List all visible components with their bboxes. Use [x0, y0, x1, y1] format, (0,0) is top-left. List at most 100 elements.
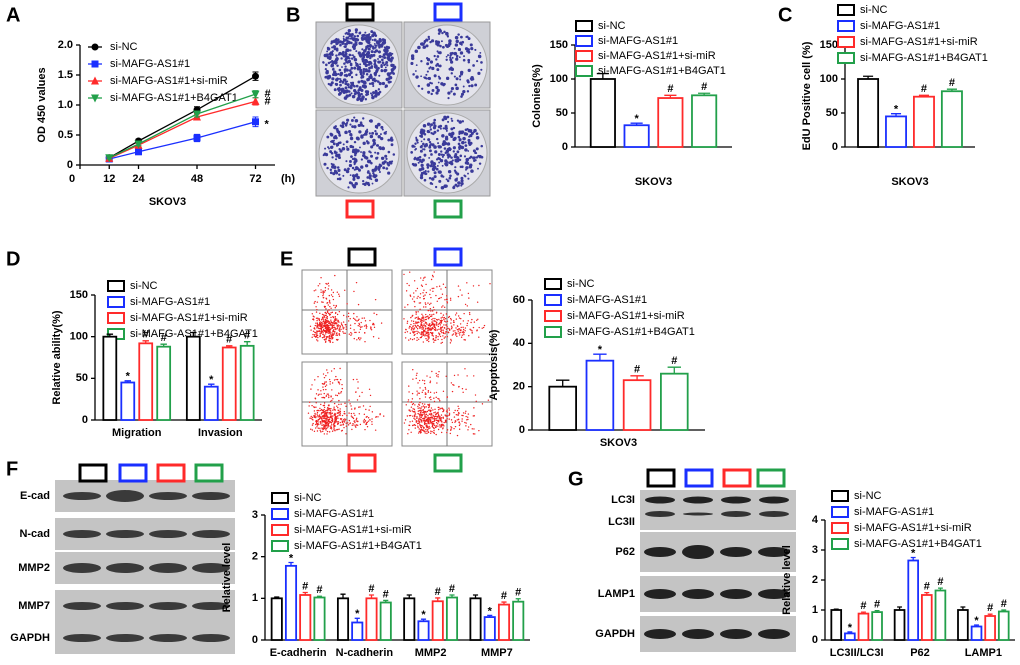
series-line [109, 121, 256, 160]
event [330, 312, 332, 314]
event [430, 419, 432, 421]
colony [372, 46, 375, 50]
event [332, 298, 335, 301]
event [322, 297, 325, 299]
event [444, 299, 446, 301]
event [418, 338, 420, 341]
colony [428, 37, 431, 40]
colony [385, 45, 389, 50]
event [420, 420, 423, 422]
event [421, 331, 423, 333]
event [410, 320, 413, 322]
colony [474, 159, 477, 162]
event [339, 412, 341, 415]
event [337, 417, 339, 419]
event [465, 425, 467, 427]
event [429, 422, 432, 424]
event [380, 322, 383, 324]
legend-swatch [271, 524, 289, 536]
event [335, 429, 338, 431]
colony [387, 171, 391, 175]
event [317, 416, 319, 418]
colony [359, 63, 362, 66]
y-axis-label: Colonies(%) [531, 64, 543, 128]
event [335, 334, 337, 336]
event [329, 421, 332, 423]
series-line [108, 100, 256, 159]
event [438, 424, 441, 426]
event [316, 325, 318, 328]
band [683, 496, 713, 504]
colony [378, 74, 381, 77]
event [334, 319, 337, 321]
event [419, 327, 421, 329]
event [310, 428, 312, 430]
event [468, 335, 470, 337]
colony [423, 178, 427, 182]
event [450, 426, 452, 428]
colony [384, 154, 388, 158]
error-bar [124, 380, 132, 383]
event [421, 324, 423, 327]
event [335, 421, 337, 423]
event [322, 320, 324, 323]
colony [369, 134, 374, 139]
event [443, 337, 445, 339]
event [327, 424, 329, 427]
event [321, 323, 324, 325]
colony [370, 178, 373, 181]
event [420, 277, 422, 279]
event [443, 306, 446, 308]
event [326, 411, 329, 414]
group-box [684, 468, 714, 488]
colony [431, 164, 436, 168]
legend-swatch [271, 508, 289, 520]
event [368, 388, 371, 390]
band [192, 492, 230, 500]
colony [352, 55, 356, 59]
event [411, 420, 414, 422]
event [322, 411, 324, 414]
event [338, 399, 340, 402]
event [331, 311, 334, 314]
event [431, 321, 433, 323]
event [423, 329, 425, 332]
event [425, 413, 428, 416]
event [320, 328, 322, 330]
colony [353, 116, 356, 119]
event [469, 328, 471, 331]
event [471, 428, 473, 430]
event [314, 331, 316, 334]
event [423, 316, 425, 318]
colony [351, 145, 355, 149]
colony [364, 61, 367, 64]
event [425, 332, 428, 335]
event [321, 427, 323, 429]
bar [622, 379, 652, 431]
colony [410, 61, 414, 65]
colony [353, 35, 357, 38]
colony [428, 149, 432, 153]
colony [439, 44, 442, 48]
event [323, 336, 325, 338]
event [437, 425, 439, 427]
colony [364, 31, 367, 34]
event [414, 415, 416, 418]
band [106, 530, 144, 538]
colony [449, 56, 452, 59]
event [442, 417, 445, 419]
event [442, 335, 444, 337]
bar [403, 597, 416, 641]
event [429, 381, 431, 384]
event [459, 331, 461, 334]
event [422, 279, 424, 282]
colony [361, 95, 365, 99]
colony [350, 57, 354, 60]
event [322, 404, 325, 407]
event [436, 329, 439, 331]
bar [379, 601, 392, 641]
colony [355, 84, 359, 88]
y-tick-label: 2 [812, 574, 818, 586]
event [435, 337, 437, 339]
event [418, 420, 420, 422]
